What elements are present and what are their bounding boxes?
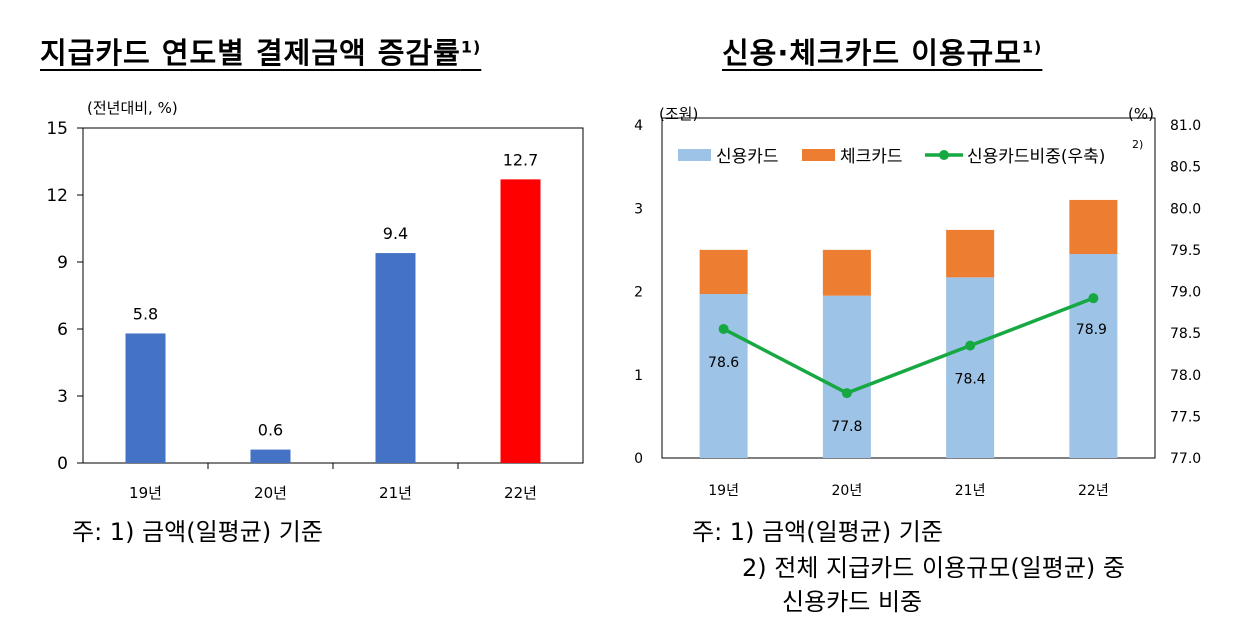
right-left-ytick-label: 1 [634, 368, 643, 384]
left-chart-title-text: 지급카드 연도별 결제금액 증감률 [40, 36, 461, 70]
left-ytick-label: 9 [57, 253, 68, 273]
credit-share-label: 78.9 [1076, 322, 1107, 338]
right-chart-title: 신용·체크카드 이용규모1) [722, 30, 1042, 72]
credit-share-point [718, 323, 729, 334]
growth-bar [125, 333, 166, 463]
right-category-label: 19년 [708, 483, 739, 499]
right-left-ytick-label: 4 [634, 118, 643, 134]
left-category-label: 21년 [379, 484, 412, 502]
legend-credit-label: 신용카드 [716, 147, 779, 167]
right-chart-note-3: 신용카드 비중 [782, 588, 923, 616]
right-chart-note-2: 2) 전체 지급카드 이용규모(일평균) 중 [742, 554, 1125, 582]
right-right-ytick-label: 80.5 [1170, 160, 1201, 176]
credit-share-label: 78.4 [955, 372, 986, 388]
left-ytick-label: 0 [57, 454, 68, 474]
legend-check-swatch [802, 149, 835, 161]
left-ytick-label: 12 [46, 186, 68, 206]
left-category-label: 19년 [129, 484, 162, 502]
right-category-label: 22년 [1078, 483, 1109, 499]
left-ytick-label: 15 [46, 119, 68, 139]
legend-share-label: 신용카드비중(우축) [967, 147, 1105, 167]
right-right-ytick-label: 78.5 [1170, 326, 1201, 342]
credit-share-point [965, 340, 976, 351]
left-chart-title: 지급카드 연도별 결제금액 증감률1) [40, 30, 481, 72]
right-left-ytick-label: 3 [634, 201, 643, 217]
right-right-ytick-label: 79.5 [1170, 243, 1201, 259]
growth-bar [500, 179, 541, 463]
right-right-ytick-label: 78.0 [1170, 368, 1201, 384]
legend-check-label: 체크카드 [840, 147, 903, 167]
growth-bar [375, 253, 416, 463]
growth-value-label: 0.6 [258, 421, 283, 440]
left-ytick-label: 3 [57, 387, 68, 407]
right-left-ytick-label: 2 [634, 285, 643, 301]
right-chart-title-text: 신용·체크카드 이용규모 [722, 36, 1022, 70]
right-chart-note-1: 주: 1) 금액(일평균) 기준 [692, 518, 943, 546]
credit-card-bar [1069, 254, 1118, 458]
left-chart-note: 주: 1) 금액(일평균) 기준 [72, 518, 323, 546]
right-right-ytick-label: 81.0 [1170, 118, 1201, 134]
legend-share-footnote: 2) [1132, 138, 1143, 151]
right-right-unit-label: (%) [1128, 105, 1154, 123]
credit-share-label: 78.6 [708, 355, 739, 371]
right-right-ytick-label: 80.0 [1170, 201, 1201, 217]
left-ytick-label: 6 [57, 320, 68, 340]
right-right-ytick-label: 77.5 [1170, 409, 1201, 425]
right-category-label: 21년 [955, 483, 986, 499]
right-left-unit-label: (조원) [659, 105, 698, 123]
right-chart-title-footnote: 1) [1021, 37, 1043, 57]
right-plot-frame [661, 117, 1156, 459]
left-category-label: 20년 [254, 484, 287, 502]
credit-share-label: 77.8 [831, 419, 862, 435]
check-card-bar [946, 229, 995, 278]
right-category-label: 20년 [832, 483, 863, 499]
growth-value-label: 12.7 [503, 150, 539, 169]
credit-card-bar [699, 293, 748, 458]
growth-value-label: 9.4 [383, 224, 408, 243]
right-left-ytick-label: 0 [634, 451, 643, 467]
legend-share-marker [939, 150, 949, 160]
credit-share-point [1088, 293, 1099, 304]
left-unit-label: (전년대비, %) [87, 99, 178, 117]
growth-bar [250, 449, 291, 463]
credit-share-line [722, 296, 1095, 395]
credit-share-point [841, 388, 852, 399]
check-card-bar [1069, 199, 1118, 255]
left-chart-title-footnote: 1) [460, 37, 482, 57]
right-right-ytick-label: 77.0 [1170, 451, 1201, 467]
right-legend: 신용카드 체크카드 신용카드비중(우축) 2) [678, 138, 1143, 167]
left-category-label: 22년 [504, 484, 537, 502]
credit-card-bar [946, 277, 995, 458]
credit-card-bar [822, 295, 871, 458]
check-card-bar [699, 249, 748, 294]
legend-credit-swatch [678, 149, 711, 161]
right-right-ytick-label: 79.0 [1170, 285, 1201, 301]
check-card-bar [822, 249, 871, 296]
growth-value-label: 5.8 [133, 304, 158, 323]
